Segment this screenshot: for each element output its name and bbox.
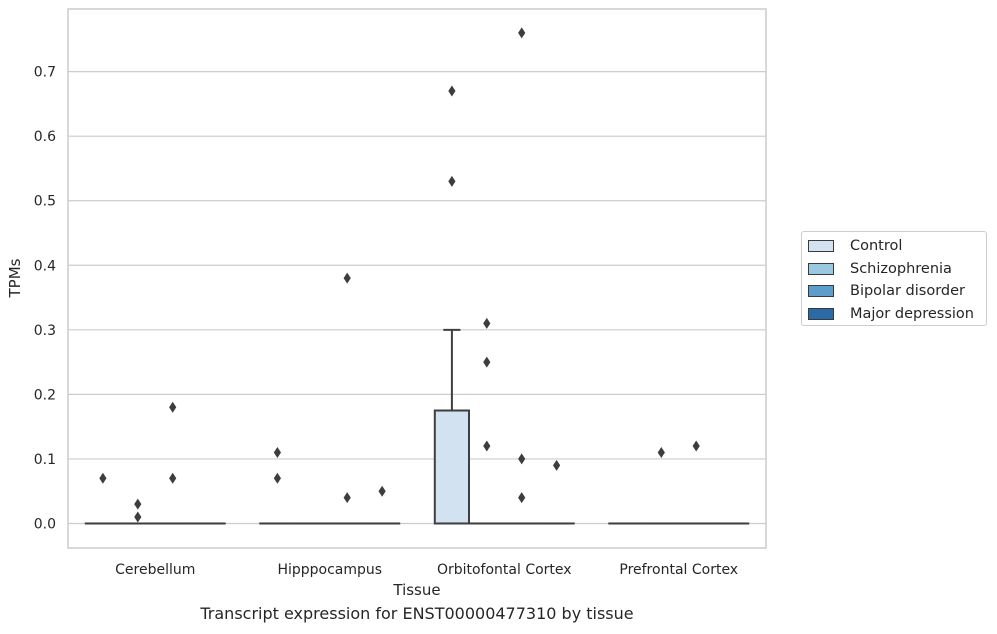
outlier-point (169, 472, 177, 484)
legend-label: Control (850, 238, 903, 254)
outlier-point (518, 492, 526, 504)
legend-item: Control (808, 237, 902, 255)
legend-swatch (808, 240, 834, 252)
y-tick-label: 0.6 (34, 129, 56, 145)
outlier-point (99, 472, 107, 484)
legend-swatch (808, 307, 834, 320)
outlier-point (448, 85, 456, 97)
x-tick-label: Prefrontal Cortex (619, 562, 738, 578)
x-tick-label: Cerebellum (115, 562, 195, 578)
outlier-point (692, 440, 700, 452)
legend: Control Schizophrenia Bipolar disorder Majo… (801, 231, 987, 326)
boxes (84, 328, 750, 525)
plot-frame (67, 8, 767, 549)
x-tick-label: Orbitofontal Cortex (437, 562, 572, 578)
x-axis-ticks: Cerebellum Hipppocampus Orbitofontal Corte… (115, 562, 738, 578)
legend-item: Major depression (808, 305, 974, 323)
y-tick-label: 0.3 (34, 323, 56, 339)
legend-item: Bipolar disorder (808, 282, 965, 300)
y-tick-label: 0.7 (34, 65, 56, 81)
legend-label: Major depression (850, 305, 974, 322)
outlier-point (448, 175, 456, 187)
outlier-point (657, 446, 665, 458)
x-tick-label: Hipppocampus (277, 562, 382, 578)
box (433, 409, 471, 525)
outlier-point (273, 446, 281, 458)
legend-label: Schizophrenia (850, 260, 952, 277)
grid-lines (68, 71, 766, 525)
outlier-point (518, 453, 526, 465)
y-tick-label: 0.2 (34, 387, 56, 403)
y-tick-label: 0.0 (34, 516, 56, 532)
legend-swatch (808, 262, 834, 275)
y-axis-label: TPMs (6, 258, 24, 298)
outlier-point (518, 27, 526, 39)
outlier-point (134, 498, 142, 510)
x-axis-label: Tissue (392, 581, 440, 599)
outlier-point (273, 472, 281, 484)
legend-label: Bipolar disorder (850, 283, 965, 299)
y-tick-label: 0.4 (34, 258, 56, 274)
outlier-point (483, 317, 491, 329)
chart-caption: Transcript expression for ENST0000047731… (200, 604, 634, 623)
outlier-point (553, 459, 561, 471)
outlier-point (134, 511, 142, 523)
legend-swatch (808, 285, 834, 297)
y-axis-ticks: 0.0 0.1 0.2 0.3 0.4 0.5 0.6 0.7 (34, 65, 56, 533)
outlier-point (169, 401, 177, 413)
legend-item: Schizophrenia (808, 260, 952, 278)
outlier-point (483, 356, 491, 368)
y-tick-label: 0.1 (34, 452, 56, 468)
outliers (99, 27, 700, 523)
outlier-point (378, 485, 386, 497)
y-tick-label: 0.5 (34, 194, 56, 210)
outlier-point (483, 440, 491, 452)
outlier-point (343, 492, 351, 504)
outlier-point (343, 272, 351, 284)
